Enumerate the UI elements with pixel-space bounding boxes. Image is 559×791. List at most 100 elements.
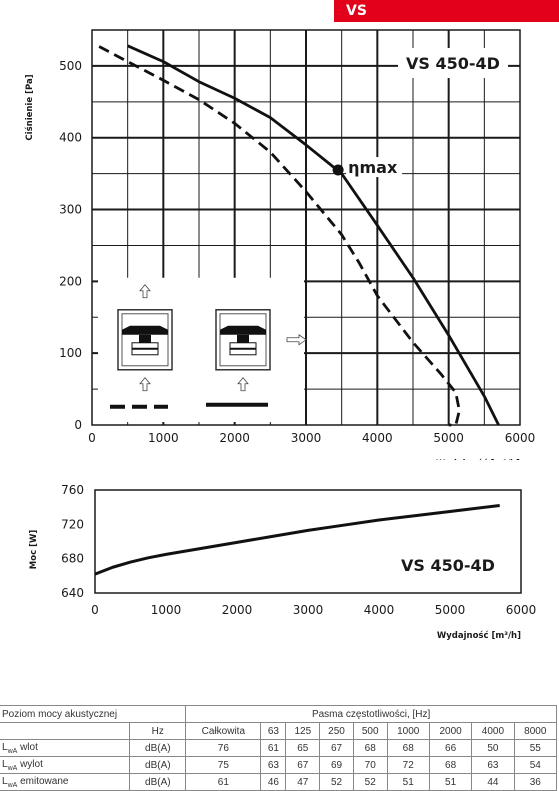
table-title: Poziom mocy akustycznej <box>0 705 187 723</box>
x-tick-label: 6000 <box>506 603 537 617</box>
table-cell: 51 <box>428 773 473 791</box>
table-cell: 63 <box>471 756 515 774</box>
table-cell: 65 <box>285 739 321 757</box>
y-tick-label: 680 <box>61 552 84 566</box>
x-tick-label: 2000 <box>222 603 253 617</box>
row-label-text: wlot <box>20 741 38 753</box>
unit-cell: dB(A) <box>129 739 187 757</box>
plot-frame <box>94 489 522 594</box>
row-label: LwA wylot <box>0 756 131 774</box>
unit-header: Hz <box>129 722 187 740</box>
table-cell: 66 <box>428 739 473 757</box>
x-tick-label: 1000 <box>148 431 179 445</box>
x-axis-label: Wydajność [m³/h] <box>437 630 521 641</box>
table-cell: 75 <box>185 756 262 774</box>
arrow-right-icon <box>286 333 307 346</box>
table-cell: 67 <box>319 739 354 757</box>
y-tick-label: 400 <box>59 131 82 145</box>
column-header: 4000 <box>471 722 515 740</box>
table-cell <box>0 722 131 740</box>
fan-housing <box>215 309 271 371</box>
power-curve <box>94 503 500 576</box>
y-tick-label: 720 <box>61 517 84 531</box>
column-header: 250 <box>319 722 354 740</box>
x-tick-label: 0 <box>88 431 96 445</box>
table-header-row: Hz Całkowita 63 125 250 500 1000 2000 4000 8000 <box>0 722 558 740</box>
curve-solid <box>127 44 500 426</box>
fan-hub <box>139 334 151 345</box>
table-cell: 68 <box>386 739 430 757</box>
table-cell: 51 <box>386 773 430 791</box>
column-header: 63 <box>260 722 287 740</box>
column-header: 2000 <box>428 722 473 740</box>
table-cell: 54 <box>513 756 558 774</box>
table-cell: 52 <box>319 773 354 791</box>
arrow-up-icon <box>139 284 151 299</box>
model-label-bg <box>398 48 508 78</box>
table-cell: 63 <box>260 756 287 774</box>
unit-cell: dB(A) <box>129 756 187 774</box>
x-axis-label: Wydajność [m³/h] <box>436 458 520 460</box>
table-cell: 76 <box>185 739 262 757</box>
x-tick-label: 1000 <box>151 603 182 617</box>
table-row: LwA emitowane dB(A) 61 46 47 52 52 51 51 44 36 <box>0 773 558 791</box>
table-cell: 44 <box>471 773 515 791</box>
y-tick-label: 760 <box>61 483 84 497</box>
fan-inner <box>219 313 267 367</box>
table-cell: 72 <box>386 756 430 774</box>
y-axis-label: Ciśnienie [Pa] <box>24 74 35 140</box>
table-cell: 50 <box>471 739 515 757</box>
x-tick-label: 2000 <box>219 431 250 445</box>
table-cell: 69 <box>319 756 354 774</box>
table-cell: 61 <box>260 739 287 757</box>
table-cell: 52 <box>352 773 388 791</box>
fan-impeller <box>220 325 266 335</box>
y-tick-label: 640 <box>61 586 84 600</box>
unit-cell: dB(A) <box>129 773 187 791</box>
power-chart: 0 1000 2000 3000 4000 5000 6000 640 680 720 760 Wyd… <box>29 483 537 641</box>
model-label: VS 450-4D <box>401 556 495 575</box>
x-tick-label: 0 <box>91 603 99 617</box>
x-tick-label: 3000 <box>291 431 322 445</box>
column-header: 125 <box>285 722 321 740</box>
x-tick-label: 4000 <box>364 603 395 617</box>
column-header: 8000 <box>513 722 558 740</box>
table-cell: 68 <box>428 756 473 774</box>
y-tick-label: 300 <box>59 203 82 217</box>
y-tick-label: 500 <box>59 59 82 73</box>
x-tick-label: 4000 <box>362 431 393 445</box>
x-tick-label: 6000 <box>505 431 536 445</box>
y-axis-label: Moc [W] <box>29 530 39 570</box>
column-header: 1000 <box>386 722 430 740</box>
fan-impeller <box>122 325 168 335</box>
arrow-up-icon <box>139 377 151 392</box>
x-tick-label: 5000 <box>435 603 466 617</box>
table-cell: 55 <box>513 739 558 757</box>
table-cell: 36 <box>513 773 558 791</box>
table-cell: 46 <box>260 773 287 791</box>
eta-label-bg <box>346 157 403 178</box>
sound-power-table: Poziom mocy akustycznej Pasma częstotliwo… <box>0 705 558 791</box>
arrow-up-icon <box>237 377 249 392</box>
eta-max-label: ηmax <box>348 158 398 177</box>
row-label: LwA wlot <box>0 739 131 757</box>
row-label-text: wylot <box>20 758 43 770</box>
table-cell: 47 <box>285 773 321 791</box>
y-tick-label: 0 <box>74 418 82 432</box>
table-cell: 67 <box>285 756 321 774</box>
x-tick-label: 3000 <box>293 603 324 617</box>
x-tick-label: 5000 <box>433 431 464 445</box>
row-label-text: emitowane <box>20 775 69 787</box>
fan-hub <box>237 334 249 345</box>
model-label: VS 450-4D <box>406 54 500 73</box>
table-cell: 70 <box>352 756 388 774</box>
column-header: 500 <box>352 722 388 740</box>
table-row: LwA wlot dB(A) 76 61 65 67 68 68 66 50 55 <box>0 739 558 757</box>
eta-max-point <box>332 164 344 176</box>
curve-dashed <box>98 45 461 427</box>
table-row: LwA wylot dB(A) 75 63 67 69 70 72 68 63 54 <box>0 756 558 774</box>
pressure-chart: ηmax 0 1000 2000 3000 4000 5000 6000 0 100 200 300… <box>24 29 536 460</box>
table-cell: 68 <box>352 739 388 757</box>
y-tick-label: 200 <box>59 274 82 288</box>
product-tag: VS <box>334 0 559 22</box>
